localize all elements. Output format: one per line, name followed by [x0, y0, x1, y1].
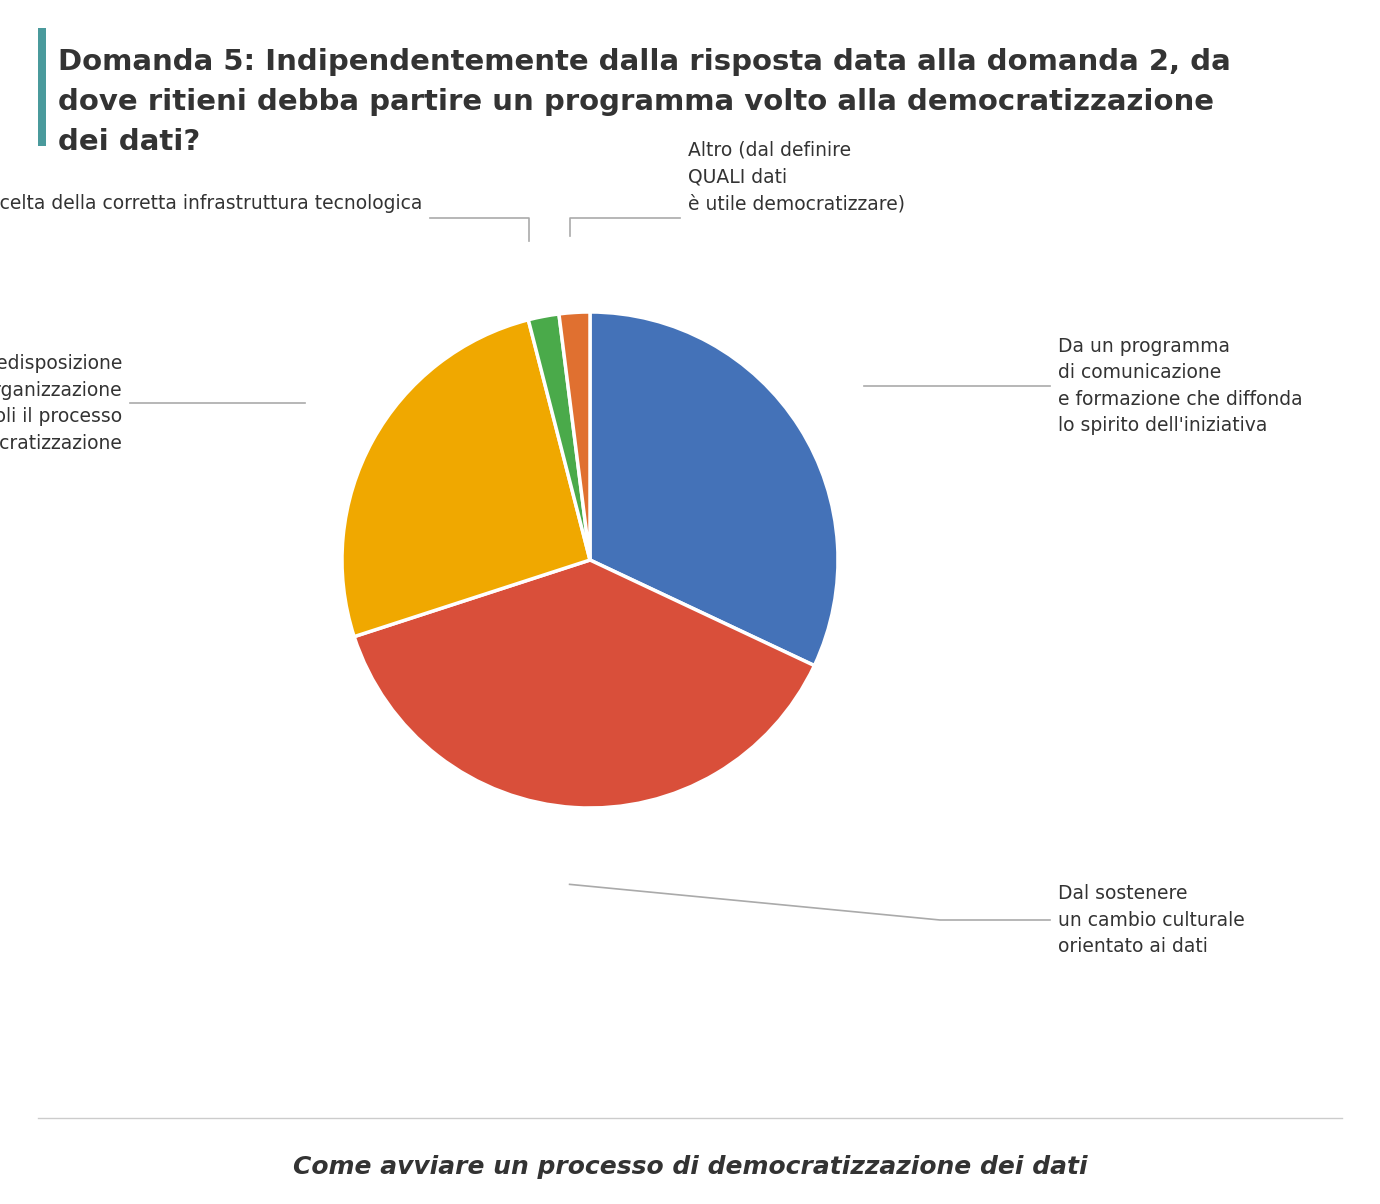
Wedge shape	[355, 560, 814, 808]
Text: dei dati?: dei dati?	[58, 128, 200, 157]
Text: Altro (dal definire
QUALI dati
è utile democratizzare): Altro (dal definire QUALI dati è utile d…	[689, 141, 905, 213]
Text: Come avviare un processo di democratizzazione dei dati: Come avviare un processo di democratizza…	[293, 1155, 1087, 1179]
Text: Dal sostenere
un cambio culturale
orientato ai dati: Dal sostenere un cambio culturale orient…	[1058, 884, 1245, 956]
Text: 2%: 2%	[526, 293, 556, 311]
Text: 2%: 2%	[558, 288, 589, 306]
Text: 26%: 26%	[381, 452, 473, 489]
Wedge shape	[559, 312, 591, 560]
Wedge shape	[591, 312, 838, 666]
Text: Da un programma
di comunicazione
e formazione che diffonda
lo spirito dell'inizi: Da un programma di comunicazione e forma…	[1058, 337, 1303, 435]
Text: Dalla predisposizione
di un'organizzazione
che agevoli il processo
di democratiz: Dalla predisposizione di un'organizzazio…	[0, 354, 121, 453]
Text: 38%: 38%	[531, 727, 625, 765]
Bar	[39, 28, 46, 146]
Text: 32%: 32%	[701, 442, 793, 479]
Text: Dalla scelta della corretta infrastruttura tecnologica: Dalla scelta della corretta infrastruttu…	[0, 194, 422, 213]
Wedge shape	[529, 314, 591, 560]
Wedge shape	[342, 320, 591, 637]
Text: Domanda 5: Indipendentemente dalla risposta data alla domanda 2, da: Domanda 5: Indipendentemente dalla rispo…	[58, 48, 1231, 76]
Text: dove ritieni debba partire un programma volto alla democratizzazione: dove ritieni debba partire un programma …	[58, 88, 1214, 116]
